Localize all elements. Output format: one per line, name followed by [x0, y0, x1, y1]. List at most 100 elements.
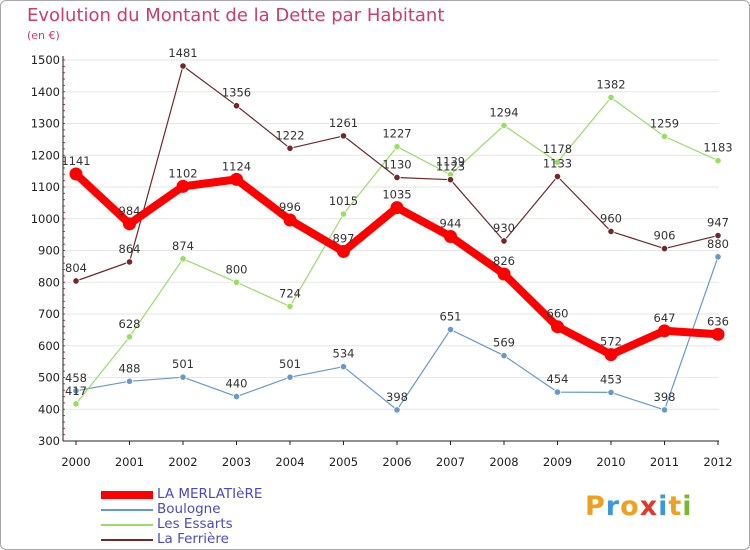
- data-point: [232, 278, 241, 286]
- data-point: [230, 172, 243, 186]
- data-point: [339, 210, 348, 218]
- data-label: 960: [600, 211, 622, 225]
- data-point: [553, 172, 562, 181]
- data-label: 1141: [61, 154, 90, 168]
- logo-letter: i: [682, 491, 693, 522]
- data-point: [497, 267, 511, 281]
- data-point: [500, 237, 508, 245]
- data-label: 1015: [329, 194, 358, 208]
- data-point: [232, 102, 241, 110]
- logo-letter: i: [658, 491, 669, 522]
- data-point: [286, 373, 294, 381]
- data-label: 1133: [543, 157, 572, 171]
- y-tick-label: 400: [38, 402, 60, 416]
- data-label: 906: [654, 229, 676, 243]
- data-point: [711, 327, 725, 341]
- data-label: 1356: [222, 86, 251, 100]
- legend-label: Boulogne: [157, 501, 221, 517]
- data-label: 1382: [596, 77, 625, 91]
- data-label: 1481: [168, 46, 197, 60]
- data-point: [286, 302, 294, 310]
- data-label: 804: [65, 261, 87, 275]
- data-label: 651: [440, 310, 462, 324]
- data-point: [607, 93, 615, 102]
- data-point: [658, 324, 671, 338]
- x-tick-label: 2000: [61, 455, 90, 469]
- data-point: [444, 230, 457, 244]
- x-tick-label: 2002: [168, 455, 197, 469]
- data-label: 660: [547, 307, 569, 321]
- data-label: 984: [119, 204, 141, 218]
- data-label: 1102: [168, 166, 197, 180]
- data-label: 453: [600, 372, 622, 386]
- data-point: [660, 406, 669, 414]
- data-point: [500, 351, 508, 360]
- legend-label: LA MERLATIèRE: [157, 486, 263, 502]
- data-label: 880: [707, 237, 729, 251]
- data-label: 864: [119, 242, 141, 256]
- data-point: [604, 348, 618, 362]
- data-label: 930: [493, 221, 515, 235]
- data-point: [607, 388, 615, 397]
- data-label: 944: [440, 217, 462, 231]
- data-point: [179, 62, 187, 70]
- data-point: [393, 406, 401, 414]
- logo-letter: r: [605, 491, 621, 522]
- data-label: 534: [333, 347, 355, 361]
- logo-letter: P: [585, 491, 606, 522]
- data-point: [714, 231, 722, 240]
- data-label: 996: [279, 200, 301, 214]
- data-point: [553, 388, 562, 396]
- data-label: 628: [119, 317, 141, 331]
- data-label: 1227: [382, 127, 411, 141]
- data-label: 1259: [650, 117, 679, 131]
- data-point: [607, 227, 615, 236]
- data-label: 398: [386, 390, 408, 404]
- x-tick-label: 2010: [596, 455, 625, 469]
- data-label: 569: [493, 336, 515, 350]
- data-label: 1139: [436, 155, 465, 169]
- y-tick-label: 1300: [31, 117, 60, 131]
- data-label: 398: [654, 390, 676, 404]
- legend-swatch: [101, 509, 153, 511]
- data-point: [123, 217, 136, 231]
- data-label: 1124: [222, 159, 251, 173]
- x-tick-label: 2008: [489, 455, 518, 469]
- data-point: [660, 132, 669, 141]
- data-point: [179, 255, 187, 263]
- y-tick-label: 1000: [31, 212, 60, 226]
- data-label: 572: [600, 335, 622, 349]
- data-point: [179, 373, 187, 381]
- data-label: 458: [65, 371, 87, 385]
- data-label: 1261: [329, 116, 358, 130]
- y-tick-label: 1500: [31, 53, 60, 67]
- x-tick-label: 2007: [436, 455, 465, 469]
- data-label: 417: [65, 384, 87, 398]
- x-tick-label: 2003: [222, 455, 251, 469]
- data-point: [339, 363, 348, 371]
- y-tick-label: 500: [38, 371, 60, 385]
- data-point: [500, 121, 508, 130]
- y-tick-label: 1100: [31, 180, 60, 194]
- x-tick-label: 2009: [543, 455, 572, 469]
- data-label: 874: [172, 239, 194, 253]
- data-label: 826: [493, 254, 515, 268]
- data-point: [69, 167, 83, 181]
- x-tick-label: 2011: [650, 455, 679, 469]
- y-tick-label: 700: [38, 307, 60, 321]
- logo-letter: o: [620, 491, 640, 522]
- data-point: [125, 258, 134, 266]
- data-point: [72, 277, 80, 285]
- data-label: 501: [172, 357, 194, 371]
- data-point: [551, 320, 564, 334]
- y-tick-label: 800: [38, 275, 60, 289]
- data-label: 800: [226, 262, 248, 276]
- data-label: 1130: [382, 157, 411, 171]
- data-label: 897: [333, 231, 355, 245]
- y-tick-label: 300: [38, 434, 60, 448]
- data-point: [283, 213, 297, 227]
- y-tick-label: 600: [38, 339, 60, 353]
- data-point: [660, 244, 669, 253]
- legend-swatch: [101, 491, 153, 499]
